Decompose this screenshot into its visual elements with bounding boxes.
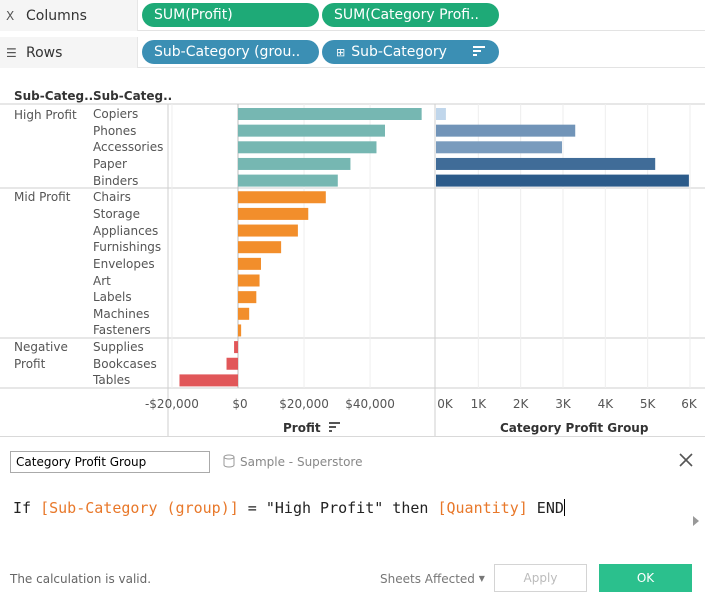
rows-icon: ☰	[6, 45, 17, 60]
close-icon[interactable]	[677, 451, 695, 469]
profit-bar-paper[interactable]	[238, 157, 351, 170]
sub-category-label[interactable]: Supplies	[93, 340, 144, 355]
database-icon	[223, 454, 235, 468]
formula-field-ref: [Quantity]	[437, 499, 528, 517]
rows-pill-sub-category-group[interactable]: Sub-Category (grou..	[142, 40, 319, 64]
category-profit-bar-phones[interactable]	[436, 124, 576, 137]
profit-bar-copiers[interactable]	[238, 108, 422, 120]
chart-area	[0, 103, 705, 437]
formula-field-ref: [Sub-Category (group)]	[40, 499, 239, 517]
calculation-editor: Sample - Superstore If [Sub-Category (gr…	[0, 436, 705, 601]
sub-category-label[interactable]: Accessories	[93, 140, 164, 155]
group-label-high-profit[interactable]: High Profit	[14, 108, 77, 122]
rows-label: Rows	[26, 44, 63, 61]
chevron-down-icon: ▼	[478, 574, 485, 583]
profit-bar-labels[interactable]	[238, 291, 257, 304]
category-profit-tick-label: 1K	[470, 397, 487, 411]
profit-bar-storage[interactable]	[238, 207, 309, 220]
ok-button[interactable]: OK	[599, 564, 692, 592]
sub-category-label[interactable]: Envelopes	[93, 256, 155, 271]
sheets-affected-dropdown[interactable]: Sheets Affected ▼	[380, 572, 485, 586]
sub-category-label[interactable]: Tables	[93, 373, 131, 388]
sub-category-label[interactable]: Appliances	[93, 223, 159, 238]
calculation-name-input[interactable]	[10, 451, 210, 473]
category-profit-bar-paper[interactable]	[436, 157, 656, 170]
scroll-right-icon[interactable]	[693, 516, 699, 526]
profit-tick-label: $40,000	[345, 397, 395, 411]
columns-label: Columns	[26, 7, 87, 24]
group-label-negative-profit[interactable]: Negative Profit	[14, 340, 68, 371]
sort-icon[interactable]	[328, 422, 341, 432]
rows-shelf: ☰ Rows Sub-Category (grou.. ⊞ Sub-Catego…	[0, 37, 705, 68]
profit-bar-appliances[interactable]	[238, 224, 298, 237]
sub-category-label[interactable]: Storage	[93, 206, 140, 221]
columns-pill-label: SUM(Category Profi..	[334, 7, 480, 23]
formula-editor[interactable]: If [Sub-Category (group)] = "High Profit…	[13, 499, 565, 517]
sub-category-label[interactable]: Phones	[93, 123, 137, 138]
rows-shelf-label: ☰ Rows	[0, 37, 138, 68]
profit-tick-label: -$20,000	[144, 397, 199, 411]
category-profit-bar-accessories[interactable]	[436, 141, 562, 154]
profit-bar-fasteners[interactable]	[238, 324, 242, 337]
calculation-status: The calculation is valid.	[10, 572, 152, 586]
formula-part: If	[13, 499, 41, 517]
sub-category-label[interactable]: Paper	[93, 156, 127, 171]
rows-pill-label: Sub-Category (grou..	[154, 44, 301, 60]
sub-category-label[interactable]: Binders	[93, 173, 139, 188]
sub-category-label[interactable]: Art	[93, 273, 111, 288]
datasource-label: Sample - Superstore	[240, 455, 363, 469]
profit-bar-binders[interactable]	[238, 174, 338, 187]
profit-tick-label: $0	[232, 397, 248, 411]
category-profit-tick-label: 5K	[639, 397, 656, 411]
category-profit-tick-label: 4K	[597, 397, 614, 411]
formula-part: END	[527, 499, 564, 517]
sub-category-label[interactable]: Furnishings	[93, 240, 162, 255]
profit-bar-chairs[interactable]	[238, 191, 326, 204]
columns-icon: Ⅹ	[6, 8, 15, 23]
sub-category-label[interactable]: Bookcases	[93, 356, 157, 371]
rows-pill-sub-category[interactable]: ⊞ Sub-Category	[322, 40, 499, 64]
sub-category-label[interactable]: Labels	[93, 290, 132, 305]
sheets-affected-label: Sheets Affected	[380, 572, 475, 586]
axis-title-profit[interactable]: Profit	[283, 421, 341, 435]
columns-shelf: Ⅹ Columns SUM(Profit) SUM(Category Profi…	[0, 0, 705, 31]
apply-button[interactable]: Apply	[494, 564, 587, 592]
profit-bar-phones[interactable]	[238, 124, 385, 137]
header-sub-category-group[interactable]: Sub-Categ..	[14, 89, 94, 103]
profit-bar-bookcases[interactable]	[226, 357, 238, 370]
profit-bar-furnishings[interactable]	[238, 241, 282, 254]
columns-pill-label: SUM(Profit)	[154, 7, 233, 23]
sub-category-label[interactable]: Chairs	[93, 190, 131, 205]
columns-pill-category-profit[interactable]: SUM(Category Profi..	[322, 3, 499, 27]
profit-bar-tables[interactable]	[179, 374, 238, 387]
group-label-mid-profit[interactable]: Mid Profit	[14, 190, 71, 204]
sub-category-label[interactable]: Fasteners	[93, 323, 151, 338]
profit-bar-accessories[interactable]	[238, 141, 377, 154]
profit-bar-machines[interactable]	[238, 307, 250, 320]
profit-bar-envelopes[interactable]	[238, 257, 261, 270]
rows-pill-label: Sub-Category	[351, 44, 447, 60]
profit-bar-supplies[interactable]	[234, 341, 238, 354]
category-profit-tick-label: 6K	[681, 397, 697, 411]
axis-title-category-profit-group[interactable]: Category Profit Group	[500, 421, 649, 435]
profit-tick-label: $20,000	[279, 397, 329, 411]
header-sub-category[interactable]: Sub-Categ..	[93, 89, 173, 103]
expand-icon[interactable]: ⊞	[336, 45, 346, 59]
sub-category-label[interactable]: Machines	[93, 306, 150, 321]
category-profit-bar-copiers[interactable]	[436, 108, 446, 120]
category-profit-tick-label: 0K	[437, 397, 453, 411]
category-profit-bar-binders[interactable]	[436, 174, 689, 187]
profit-bar-art[interactable]	[238, 274, 260, 287]
columns-pill-sum-profit[interactable]: SUM(Profit)	[142, 3, 319, 27]
category-profit-tick-label: 3K	[555, 397, 571, 411]
formula-part: = "High Profit" then	[238, 499, 438, 517]
text-caret	[563, 499, 565, 516]
sort-icon[interactable]	[473, 45, 485, 61]
sub-category-label[interactable]: Copiers	[93, 107, 139, 121]
columns-shelf-label: Ⅹ Columns	[0, 0, 138, 31]
category-profit-tick-label: 2K	[512, 397, 529, 411]
axis-title-profit-label: Profit	[283, 421, 321, 435]
